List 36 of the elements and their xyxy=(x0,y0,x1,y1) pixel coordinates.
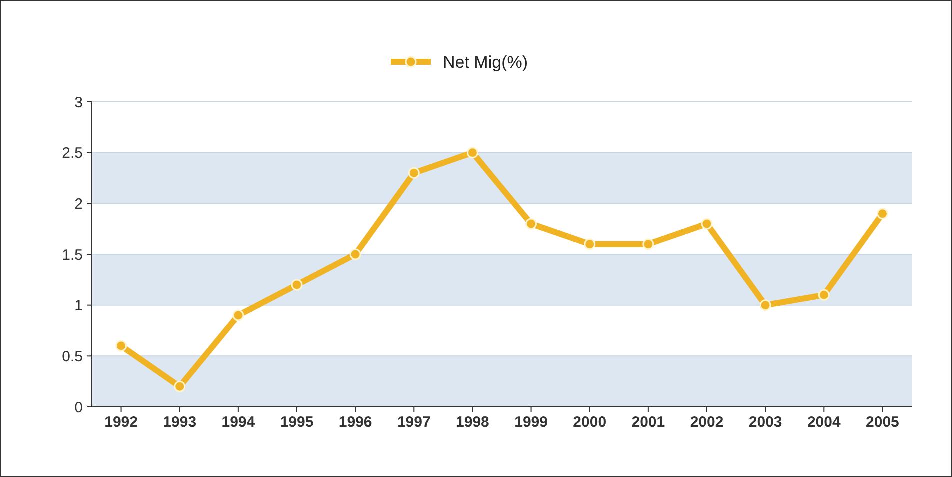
y-tick-label: 3 xyxy=(74,94,83,112)
point xyxy=(466,147,478,159)
point xyxy=(350,248,362,260)
x-tick-label: 2001 xyxy=(632,414,666,431)
y-tick-label: 2 xyxy=(74,196,83,213)
point xyxy=(701,218,713,230)
y-tick-label: 2.5 xyxy=(62,145,83,162)
x-tick-label: 1993 xyxy=(163,414,197,431)
x-tick-label: 1999 xyxy=(514,414,548,431)
x-tick-label: 2004 xyxy=(807,414,842,431)
x-tick-label: 1997 xyxy=(397,414,431,431)
y-tick-label: 1 xyxy=(74,298,83,315)
y-tick-label: 0 xyxy=(74,399,83,416)
x-tick-label: 1994 xyxy=(222,414,256,431)
point xyxy=(232,310,244,322)
x-tick-label: 1996 xyxy=(338,414,372,431)
x-tick-label: 2000 xyxy=(573,414,607,431)
y-tick-label: 1.5 xyxy=(62,246,83,264)
x-tick-label: 2003 xyxy=(748,414,782,431)
x-tick-label: 2005 xyxy=(866,414,900,431)
point xyxy=(174,380,186,392)
point xyxy=(760,300,772,312)
point xyxy=(642,238,654,250)
point xyxy=(584,238,596,250)
x-tick-label: 1998 xyxy=(456,414,490,431)
point xyxy=(116,340,128,352)
point xyxy=(526,218,538,230)
x-tick-label: 1995 xyxy=(280,414,314,431)
point xyxy=(876,208,888,220)
x-tick-label: 1992 xyxy=(104,414,138,431)
point xyxy=(408,167,420,179)
legend-label: Net Mig(%) xyxy=(443,52,528,72)
point xyxy=(291,279,303,291)
point xyxy=(818,289,830,301)
y-tick-label: 0.5 xyxy=(62,348,83,366)
x-tick-label: 2002 xyxy=(690,414,724,431)
